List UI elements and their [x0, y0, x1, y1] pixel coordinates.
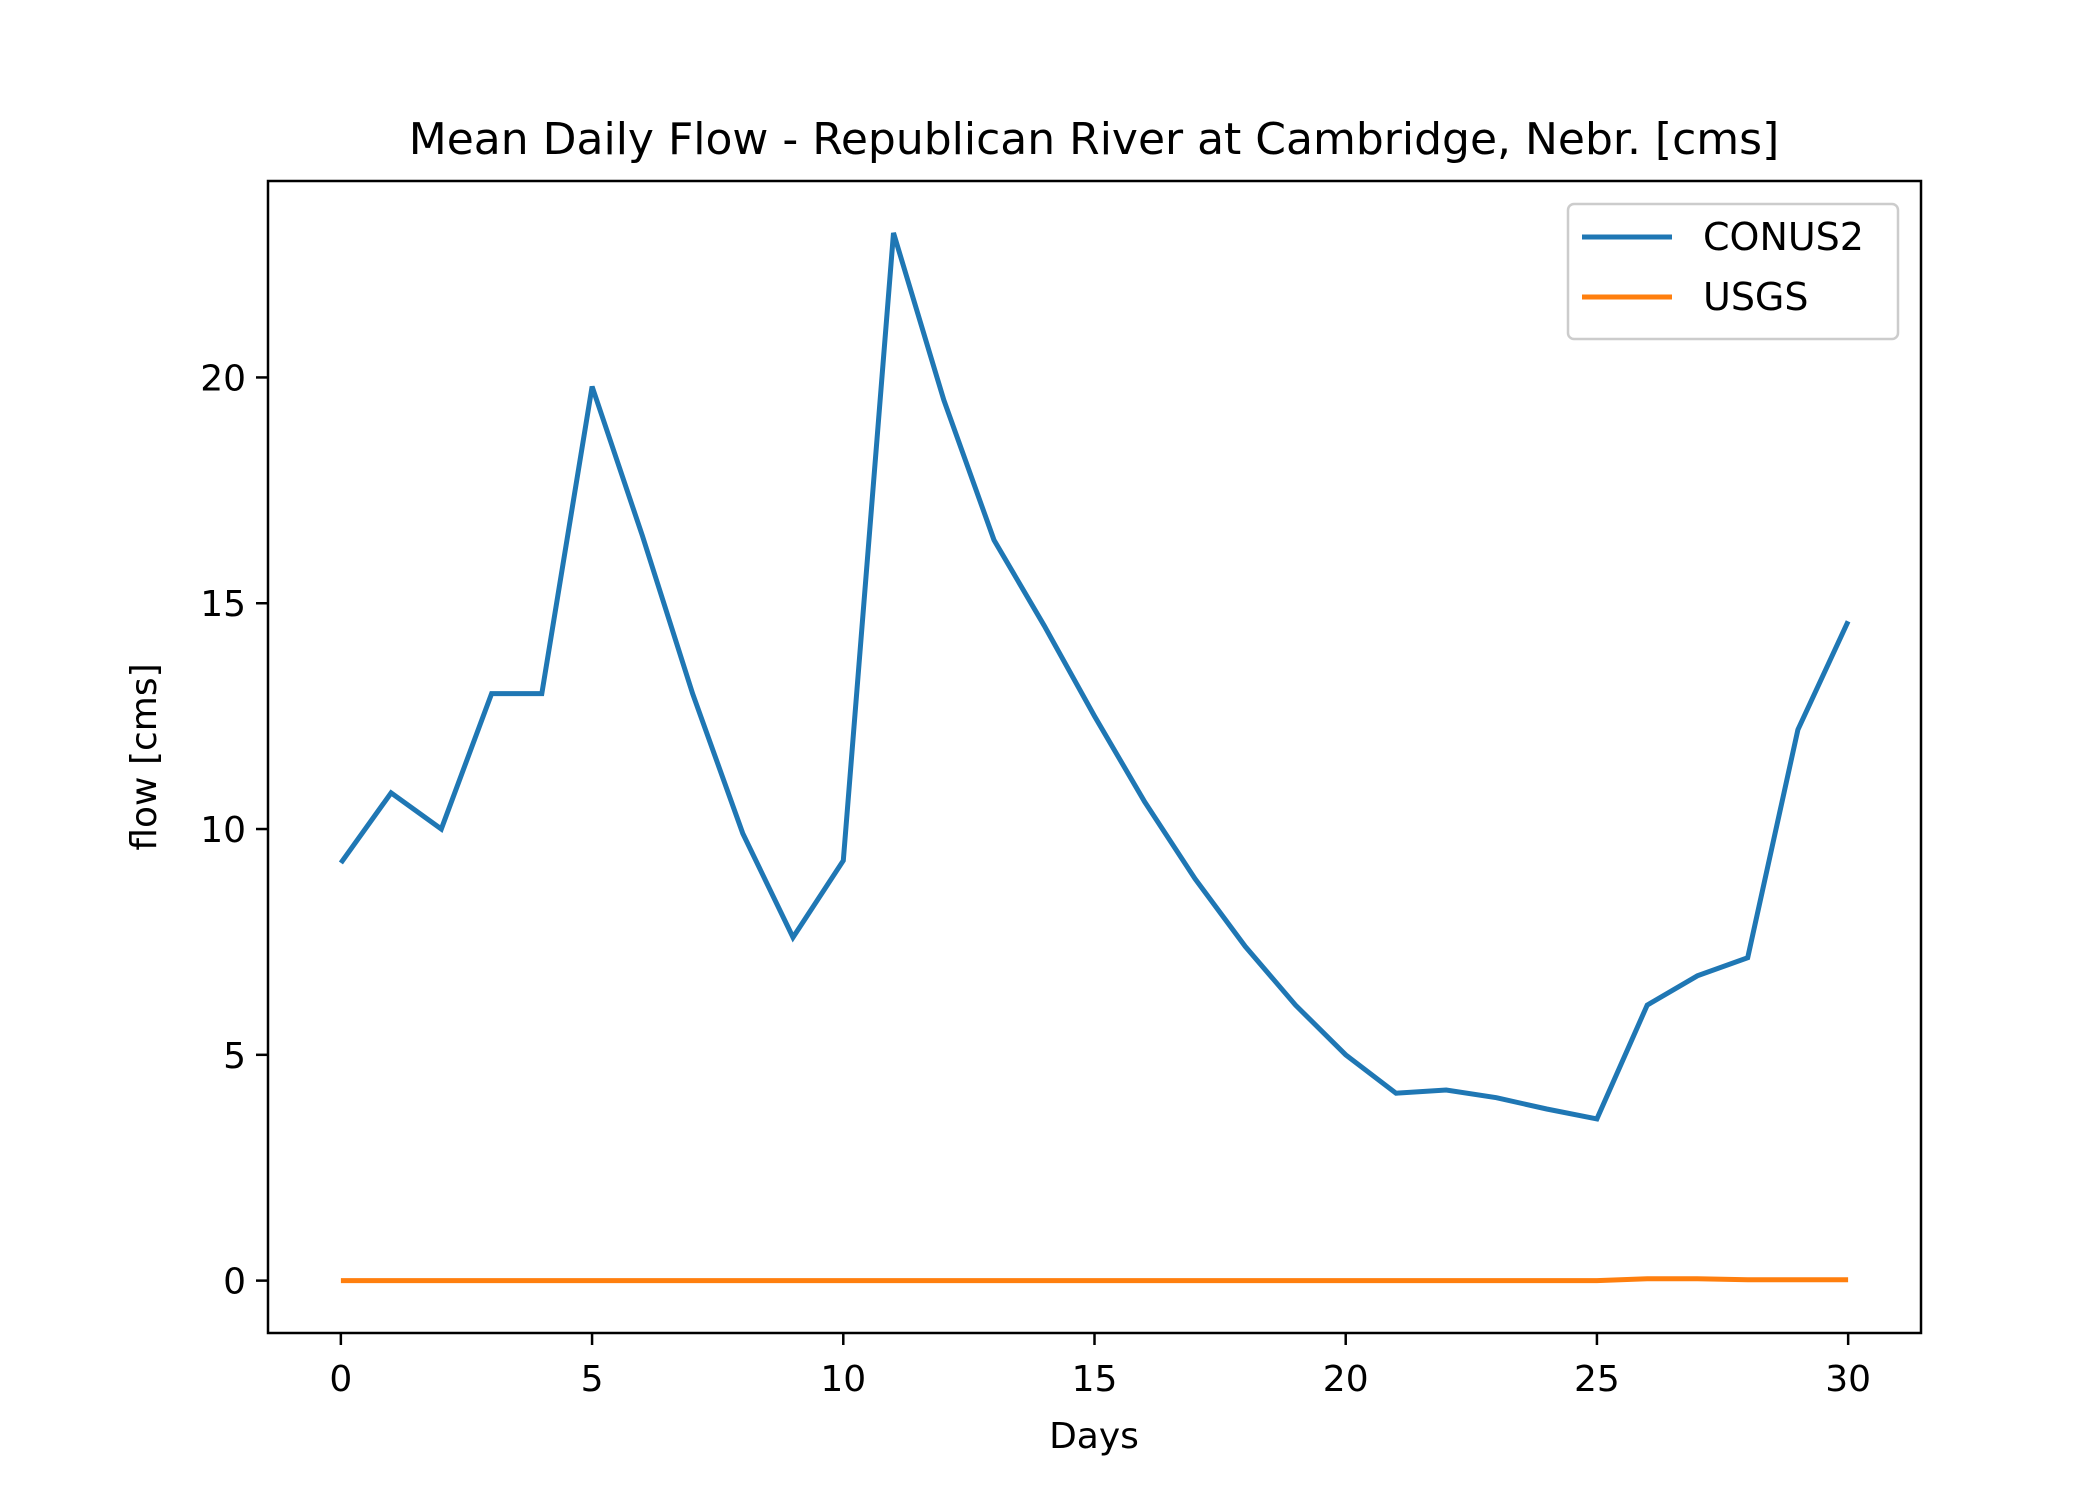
x-axis: 0 5 10 15 20 25 30 — [329, 1333, 1871, 1400]
x-tick-label: 30 — [1825, 1359, 1871, 1400]
y-tick-label: 5 — [223, 1036, 246, 1077]
y-tick-label: 15 — [200, 584, 246, 625]
series-line-conus2 — [338, 232, 1851, 1122]
legend-label-conus2: CONUS2 — [1703, 215, 1864, 259]
x-axis-label: Days — [1049, 1416, 1139, 1457]
plot-lines — [338, 232, 1851, 1284]
x-tick-label: 0 — [329, 1359, 352, 1400]
x-tick-label: 25 — [1574, 1359, 1620, 1400]
chart-title: Mean Daily Flow - Republican River at Ca… — [409, 114, 1780, 165]
y-axis: 0 5 10 15 20 — [200, 358, 268, 1303]
legend-label-usgs: USGS — [1703, 275, 1809, 319]
y-tick-label: 0 — [223, 1262, 246, 1303]
x-tick-label: 20 — [1323, 1359, 1369, 1400]
x-tick-label: 15 — [1072, 1359, 1118, 1400]
y-tick-label: 20 — [200, 358, 246, 399]
y-axis-label: flow [cms] — [124, 663, 165, 850]
legend: CONUS2 USGS — [1566, 202, 1900, 341]
series-line-usgs — [340, 1276, 1849, 1284]
y-tick-label: 10 — [200, 810, 246, 851]
x-tick-label: 10 — [820, 1359, 866, 1400]
x-tick-label: 5 — [581, 1359, 604, 1400]
